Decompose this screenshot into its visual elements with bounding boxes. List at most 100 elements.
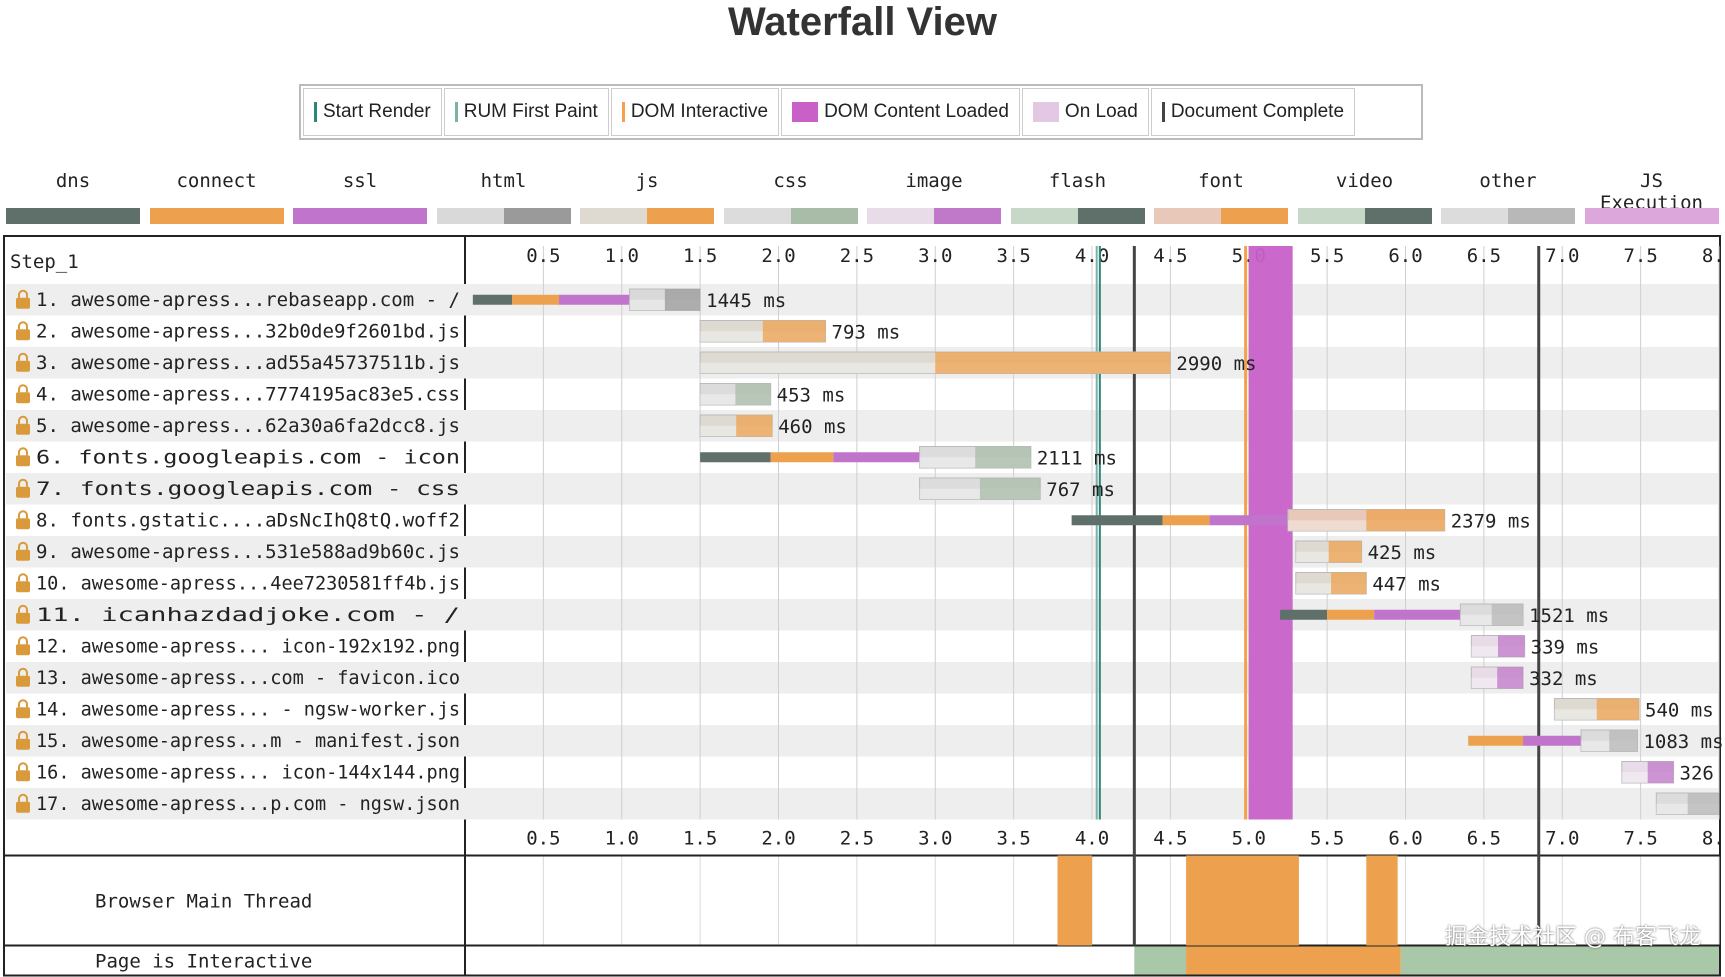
x-tick-label: 4.5 bbox=[1153, 245, 1187, 267]
x-tick-label-bottom: 7.0 bbox=[1545, 828, 1579, 850]
lock-icon-shackle bbox=[18, 510, 28, 519]
legend-swatch bbox=[314, 102, 317, 122]
content-type-label: other bbox=[1479, 170, 1537, 192]
legend-label: DOM Content Loaded bbox=[824, 101, 1009, 122]
row-stripe bbox=[6, 662, 1718, 694]
request-label: 17. awesome-apress...p.com - ngsw.json bbox=[36, 793, 460, 815]
request-label: 14. awesome-apress... - ngsw-worker.js bbox=[36, 698, 460, 720]
request-duration: 425 ms bbox=[1368, 542, 1437, 564]
lock-icon-shackle bbox=[18, 415, 28, 424]
x-tick-label: 1.0 bbox=[605, 245, 639, 267]
request-download-bar bbox=[1366, 509, 1445, 531]
lock-icon-shackle bbox=[18, 667, 28, 676]
page-interactive-label: Page is Interactive bbox=[95, 951, 312, 973]
request-bar-shade bbox=[1471, 646, 1525, 657]
request-download-bar bbox=[664, 289, 701, 311]
step-label: Step_1 bbox=[10, 251, 79, 273]
lock-icon-shackle bbox=[18, 321, 28, 330]
request-download-bar bbox=[762, 320, 826, 342]
request-label: 4. awesome-apress...7774195ac83e5.css bbox=[36, 383, 460, 405]
request-duration: 2111 ms bbox=[1037, 447, 1117, 469]
request-download-bar bbox=[735, 383, 771, 405]
content-type-label: dns bbox=[55, 170, 91, 192]
interactive-span bbox=[1400, 946, 1719, 975]
lock-icon bbox=[16, 549, 30, 561]
lock-icon-shackle bbox=[18, 604, 28, 613]
content-type-label: image bbox=[905, 170, 963, 192]
legend-label: RUM First Paint bbox=[463, 101, 598, 122]
request-duration: 453 ms bbox=[777, 384, 846, 406]
request-dns-bar bbox=[700, 452, 771, 463]
lock-icon-shackle bbox=[18, 730, 28, 739]
request-ssl-bar bbox=[1523, 735, 1582, 746]
x-tick-label: 8.0 bbox=[1702, 245, 1725, 267]
request-dns-bar bbox=[1280, 609, 1328, 620]
content-type-swatch bbox=[580, 208, 714, 224]
x-tick-label: 0.5 bbox=[526, 245, 560, 267]
content-type-label: js bbox=[635, 170, 659, 192]
legend-label: Start Render bbox=[323, 101, 431, 122]
x-tick-label: 6.0 bbox=[1388, 245, 1422, 267]
x-tick-label: 3.5 bbox=[996, 245, 1030, 267]
request-download-bar bbox=[935, 352, 1171, 374]
content-type-swatch bbox=[1584, 208, 1719, 224]
content-type-label: ssl bbox=[342, 170, 378, 192]
lock-icon bbox=[16, 612, 30, 624]
request-duration: 1521 ms bbox=[1529, 605, 1609, 627]
content-type-swatch bbox=[436, 208, 571, 224]
content-type-swatch bbox=[1154, 208, 1288, 224]
lock-icon bbox=[16, 770, 30, 782]
content-type-label: connect bbox=[176, 170, 257, 192]
legend-item-rum-first-paint: RUM First Paint bbox=[443, 88, 609, 136]
request-connect-bar bbox=[512, 294, 560, 305]
x-tick-label: 2.0 bbox=[761, 245, 795, 267]
x-tick-label: 7.0 bbox=[1545, 245, 1579, 267]
legend-item-start-render: Start Render bbox=[303, 88, 442, 136]
x-tick-label-bottom: 6.0 bbox=[1388, 828, 1422, 850]
request-duration: 447 ms bbox=[1372, 573, 1441, 595]
waterfall-chart: Step_1 0.5 0.5 1.0 1.0 1.5 1.5 2.0 2.0 2.5 2.5 3.0 3… bbox=[3, 235, 1725, 977]
milestone-legend: Start Render RUM First Paint DOM Interacti… bbox=[299, 84, 1423, 140]
request-connect-bar bbox=[1162, 515, 1210, 526]
legend-label: Document Complete bbox=[1170, 101, 1345, 122]
request-duration: 1445 ms bbox=[706, 290, 786, 312]
request-connect-bar bbox=[770, 452, 834, 463]
lock-icon bbox=[16, 329, 30, 341]
request-download-bar bbox=[1331, 572, 1367, 594]
chart-frame bbox=[3, 235, 1721, 977]
request-label: 5. awesome-apress...62a30a6fa2dcc8.js bbox=[36, 415, 460, 437]
lock-icon bbox=[16, 392, 30, 404]
lock-icon bbox=[16, 518, 30, 530]
request-download-bar bbox=[1491, 604, 1524, 626]
content-type-swatch bbox=[723, 208, 858, 224]
row-stripe bbox=[6, 284, 1718, 316]
request-download-bar bbox=[1497, 667, 1524, 689]
lock-icon-shackle bbox=[18, 289, 28, 298]
request-duration: 1083 ms bbox=[1643, 731, 1723, 753]
legend-item-dom-content-loaded: DOM Content Loaded bbox=[781, 88, 1020, 136]
request-label: 11. icanhazdadjoke.com - / bbox=[36, 604, 460, 626]
x-tick-label: 2.5 bbox=[840, 245, 874, 267]
row-stripe bbox=[6, 536, 1718, 568]
request-download-bar bbox=[1687, 793, 1719, 815]
row-stripe bbox=[6, 410, 1718, 442]
request-label: 16. awesome-apress... icon-144x144.png bbox=[36, 761, 460, 783]
request-label: 1. awesome-apress...rebaseapp.com - / bbox=[36, 289, 460, 311]
request-duration: 326 ms bbox=[1680, 762, 1725, 784]
lock-icon-shackle bbox=[18, 573, 28, 582]
legend-item-dom-interactive: DOM Interactive bbox=[610, 88, 780, 136]
content-type-label: font bbox=[1198, 170, 1244, 192]
legend-swatch bbox=[1161, 102, 1165, 122]
x-tick-label: 6.5 bbox=[1467, 245, 1501, 267]
main-thread-activity bbox=[1366, 855, 1398, 946]
request-duration: 339 ms bbox=[1531, 636, 1600, 658]
request-label: 12. awesome-apress... icon-192x192.png bbox=[36, 635, 460, 657]
request-label: 2. awesome-apress...32b0de9f2601bd.js bbox=[36, 320, 460, 342]
lock-icon bbox=[16, 738, 30, 750]
request-download-bar bbox=[1609, 730, 1638, 752]
lock-icon-shackle bbox=[18, 699, 28, 708]
request-ssl-bar bbox=[833, 452, 920, 463]
request-download-bar bbox=[1596, 698, 1640, 720]
content-type-swatch bbox=[149, 208, 284, 224]
x-tick-label-bottom: 8.0 bbox=[1702, 828, 1725, 850]
